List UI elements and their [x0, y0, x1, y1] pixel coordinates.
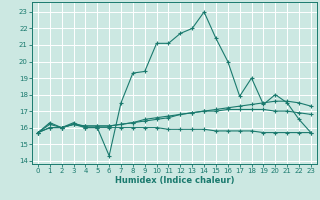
- X-axis label: Humidex (Indice chaleur): Humidex (Indice chaleur): [115, 176, 234, 185]
